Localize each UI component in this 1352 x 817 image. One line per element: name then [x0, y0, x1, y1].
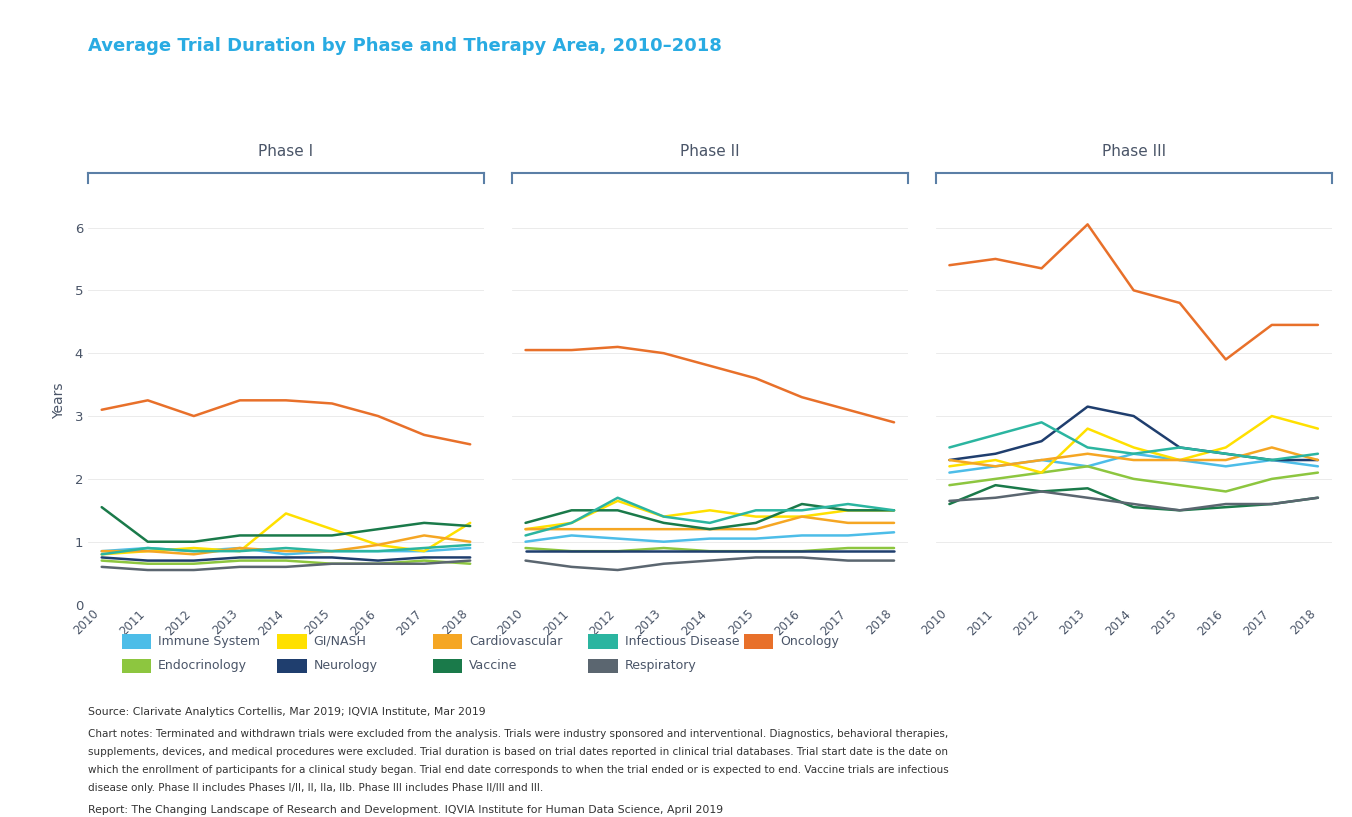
- Text: Vaccine: Vaccine: [469, 659, 518, 672]
- Text: Report: The Changing Landscape of Research and Development. IQVIA Institute for : Report: The Changing Landscape of Resear…: [88, 805, 723, 815]
- Text: GI/NASH: GI/NASH: [314, 635, 366, 648]
- Text: Average Trial Duration by Phase and Therapy Area, 2010–2018: Average Trial Duration by Phase and Ther…: [88, 37, 722, 55]
- Text: Respiratory: Respiratory: [625, 659, 696, 672]
- Text: Chart notes: Terminated and withdrawn trials were excluded from the analysis. Tr: Chart notes: Terminated and withdrawn tr…: [88, 729, 948, 739]
- Text: disease only. Phase II includes Phases I/II, II, IIa, IIb. Phase III includes Ph: disease only. Phase II includes Phases I…: [88, 783, 544, 792]
- Text: Phase III: Phase III: [1102, 144, 1165, 158]
- Text: Source: Clarivate Analytics Cortellis, Mar 2019; IQVIA Institute, Mar 2019: Source: Clarivate Analytics Cortellis, M…: [88, 707, 485, 717]
- Text: which the enrollment of participants for a clinical study began. Trial end date : which the enrollment of participants for…: [88, 765, 949, 775]
- Text: Endocrinology: Endocrinology: [158, 659, 247, 672]
- Y-axis label: Years: Years: [53, 382, 66, 418]
- Text: Phase I: Phase I: [258, 144, 314, 158]
- Text: Oncology: Oncology: [780, 635, 840, 648]
- Text: Neurology: Neurology: [314, 659, 377, 672]
- Text: Phase II: Phase II: [680, 144, 740, 158]
- Text: Immune System: Immune System: [158, 635, 260, 648]
- Text: Cardiovascular: Cardiovascular: [469, 635, 562, 648]
- Text: supplements, devices, and medical procedures were excluded. Trial duration is ba: supplements, devices, and medical proced…: [88, 747, 948, 757]
- Text: Infectious Disease: Infectious Disease: [625, 635, 740, 648]
